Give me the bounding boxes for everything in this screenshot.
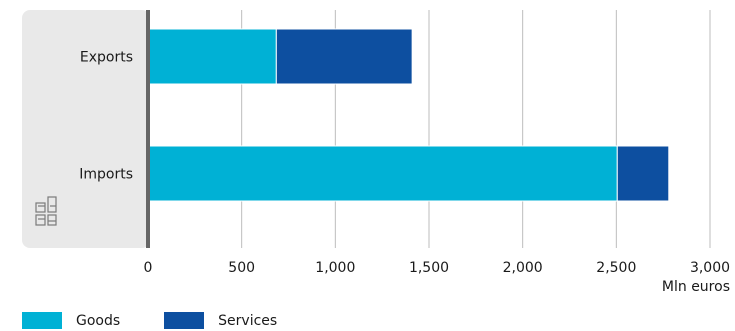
category-labels: Exports Imports xyxy=(79,50,133,183)
cbs-logo xyxy=(35,196,57,226)
bar-imports-goods xyxy=(147,145,618,202)
x-tick-label: 3,000 xyxy=(690,260,730,276)
x-tick-label: 500 xyxy=(228,260,255,276)
x-tick-label: 2,500 xyxy=(596,260,636,276)
category-panel xyxy=(22,10,150,248)
legend-label-services: Services xyxy=(218,312,278,329)
x-tick-label: 1,000 xyxy=(315,260,355,276)
x-tick-label: 0 xyxy=(144,260,153,276)
legend-swatch-services xyxy=(164,312,205,329)
legend-item-services: Services xyxy=(164,312,277,329)
x-tick-label: 1,500 xyxy=(409,260,449,276)
category-label-imports: Imports xyxy=(79,167,133,183)
legend: Goods Services xyxy=(22,312,321,329)
bar-exports-services xyxy=(275,28,413,85)
x-tick-label: 2,000 xyxy=(503,260,543,276)
category-label-exports: Exports xyxy=(80,50,133,66)
legend-item-goods: Goods xyxy=(22,312,120,329)
bar-imports-services xyxy=(616,145,670,202)
gridlines xyxy=(241,10,711,248)
legend-swatch-goods xyxy=(22,312,62,329)
bar-exports-goods xyxy=(147,28,277,85)
x-tick-labels: 0 500 1,000 1,500 2,000 2,500 3,000 xyxy=(144,260,731,276)
legend-label-goods: Goods xyxy=(76,312,121,329)
x-axis-unit-label: Mln euros xyxy=(662,279,730,295)
bar-chart: Exports Imports 0 500 1,000 1,500 2,000 2,500 3… xyxy=(22,10,731,295)
bars xyxy=(147,28,670,202)
